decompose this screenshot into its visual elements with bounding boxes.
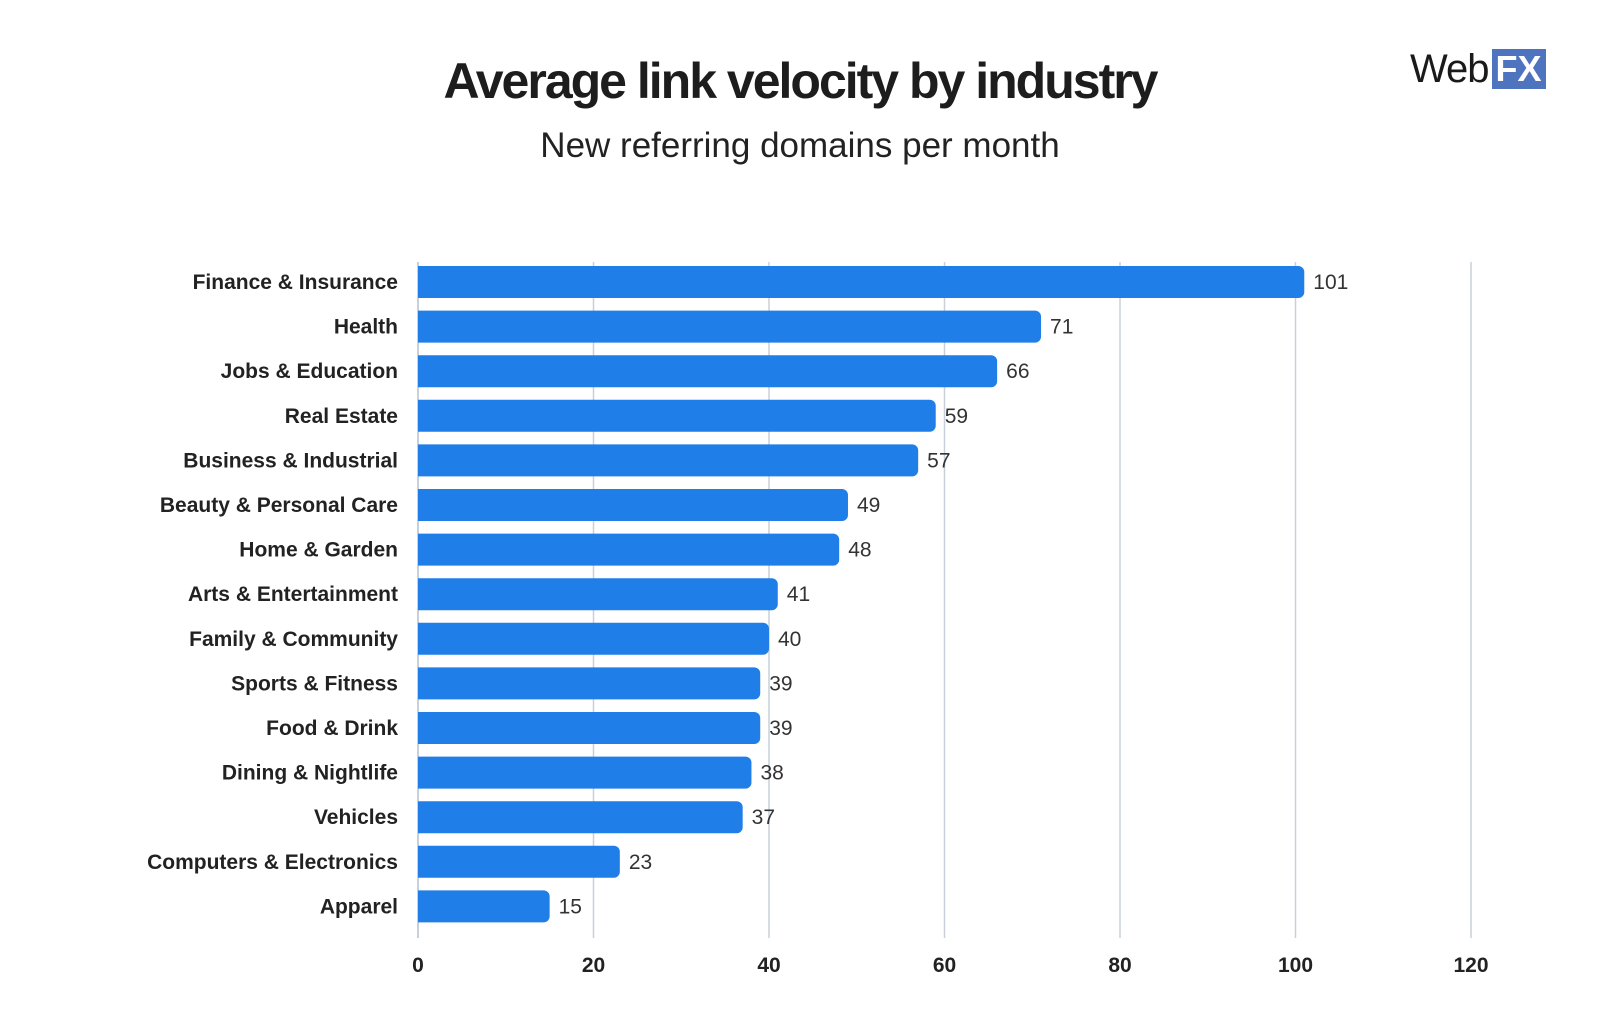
- category-label: Health: [334, 316, 398, 339]
- data-label: 101: [1313, 271, 1348, 294]
- category-label: Computers & Electronics: [147, 851, 398, 874]
- category-label: Vehicles: [314, 806, 398, 829]
- data-label: 38: [760, 762, 783, 785]
- bar: [418, 756, 752, 789]
- category-label: Real Estate: [285, 405, 398, 428]
- data-label: 15: [559, 895, 582, 918]
- bar: [418, 801, 743, 834]
- bar: [418, 399, 936, 432]
- bar: [418, 578, 778, 611]
- logo-fx-text: FX: [1491, 49, 1546, 89]
- x-tick-label: 100: [1278, 954, 1313, 977]
- data-label: 59: [945, 405, 968, 428]
- category-label: Jobs & Education: [221, 360, 398, 383]
- data-label: 41: [787, 583, 810, 606]
- webfx-logo: Web FX: [1410, 46, 1546, 91]
- category-label: Beauty & Personal Care: [160, 494, 398, 517]
- x-tick-label: 20: [582, 954, 605, 977]
- bar: [418, 266, 1305, 298]
- x-tick-label: 0: [412, 954, 424, 977]
- data-label: 49: [857, 494, 880, 517]
- data-label: 37: [752, 806, 775, 829]
- bar: [418, 890, 550, 923]
- data-label: 71: [1050, 316, 1073, 339]
- bar: [418, 712, 761, 744]
- category-label: Family & Community: [189, 628, 398, 651]
- logo-web-text: Web: [1410, 46, 1490, 91]
- bar: [418, 355, 998, 388]
- bar: [418, 622, 769, 655]
- bar: [418, 310, 1042, 343]
- category-label: Dining & Nightlife: [222, 762, 398, 785]
- x-tick-label: 40: [757, 954, 780, 977]
- category-label: Food & Drink: [266, 717, 398, 740]
- data-label: 40: [778, 628, 801, 651]
- data-label: 57: [927, 449, 950, 472]
- x-tick-label: 60: [933, 954, 956, 977]
- x-tick-label: 120: [1453, 954, 1488, 977]
- category-label: Apparel: [320, 895, 398, 918]
- data-label: 39: [769, 717, 792, 740]
- chart-title: Average link velocity by industry: [443, 53, 1159, 109]
- category-label: Finance & Insurance: [193, 271, 398, 294]
- bar: [418, 845, 620, 878]
- category-label: Home & Garden: [239, 539, 398, 562]
- data-label: 39: [769, 672, 792, 695]
- category-label: Sports & Fitness: [231, 672, 398, 695]
- bar: [418, 667, 761, 700]
- data-label: 48: [848, 539, 871, 562]
- category-label: Business & Industrial: [183, 449, 398, 472]
- x-tick-label: 80: [1108, 954, 1131, 977]
- bar: [418, 489, 848, 521]
- bar: [418, 533, 840, 566]
- category-label: Arts & Entertainment: [188, 583, 398, 606]
- data-label: 23: [629, 851, 652, 874]
- chart-subtitle: New referring domains per month: [540, 126, 1060, 165]
- data-label: 66: [1006, 360, 1029, 383]
- bar: [418, 444, 919, 477]
